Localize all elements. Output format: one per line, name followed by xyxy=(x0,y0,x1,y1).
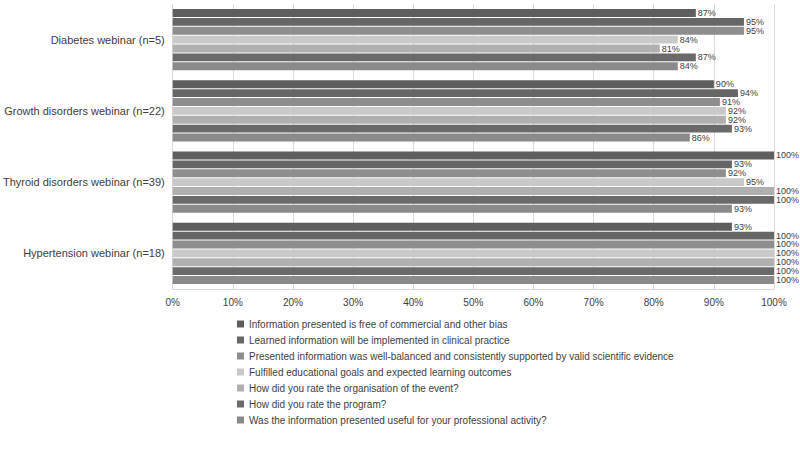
svg-text:100%: 100% xyxy=(776,239,799,250)
svg-text:How did you rate the organisat: How did you rate the organisation of the… xyxy=(249,383,459,394)
svg-text:Fulfilled educational goals an: Fulfilled educational goals and expected… xyxy=(249,367,511,378)
svg-text:87%: 87% xyxy=(698,8,716,18)
svg-text:100%: 100% xyxy=(761,297,787,308)
svg-text:100%: 100% xyxy=(776,150,799,160)
svg-text:95%: 95% xyxy=(746,177,764,187)
svg-text:86%: 86% xyxy=(692,133,710,143)
svg-text:100%: 100% xyxy=(776,266,799,277)
svg-text:Was the information presented: Was the information presented useful for… xyxy=(249,415,547,426)
svg-text:90%: 90% xyxy=(716,79,734,89)
svg-text:92%: 92% xyxy=(728,168,746,178)
svg-text:92%: 92% xyxy=(727,114,746,125)
svg-text:93%: 93% xyxy=(733,159,752,170)
svg-text:84%: 84% xyxy=(680,35,698,45)
svg-text:87%: 87% xyxy=(698,52,716,62)
svg-text:40%: 40% xyxy=(403,297,423,308)
svg-text:Diabetes webinar (n=5): Diabetes webinar (n=5) xyxy=(51,34,165,46)
svg-text:70%: 70% xyxy=(584,297,604,308)
svg-text:90%: 90% xyxy=(704,297,724,308)
svg-text:93%: 93% xyxy=(734,222,752,232)
svg-text:Thyroid disorders webinar (n=3: Thyroid disorders webinar (n=39) xyxy=(3,176,165,188)
svg-text:92%: 92% xyxy=(727,105,746,116)
svg-text:84%: 84% xyxy=(680,61,698,71)
svg-text:Growth disorders webinar (n=22: Growth disorders webinar (n=22) xyxy=(4,105,165,117)
svg-text:94%: 94% xyxy=(740,88,758,98)
svg-text:95%: 95% xyxy=(746,26,764,36)
svg-text:91%: 91% xyxy=(721,97,740,107)
svg-text:93%: 93% xyxy=(734,124,752,134)
svg-text:0%: 0% xyxy=(165,297,180,308)
svg-text:100%: 100% xyxy=(776,195,799,205)
svg-text:50%: 50% xyxy=(463,297,483,308)
svg-text:100%: 100% xyxy=(776,248,799,259)
svg-text:Hypertension webinar (n=18): Hypertension webinar (n=18) xyxy=(23,247,165,259)
svg-text:Presented information was well: Presented information was well-balanced … xyxy=(249,351,674,362)
svg-text:100%: 100% xyxy=(776,275,799,285)
svg-text:100%: 100% xyxy=(776,230,799,241)
svg-text:100%: 100% xyxy=(776,257,799,268)
svg-text:20%: 20% xyxy=(283,297,303,308)
svg-text:How did you rate the program?: How did you rate the program? xyxy=(249,399,387,410)
svg-text:93%: 93% xyxy=(734,204,752,214)
svg-text:30%: 30% xyxy=(343,297,363,308)
svg-text:Information presented is free: Information presented is free of commerc… xyxy=(249,319,507,330)
svg-text:80%: 80% xyxy=(644,297,664,308)
svg-text:60%: 60% xyxy=(523,297,543,308)
svg-text:95%: 95% xyxy=(745,16,764,27)
svg-text:Learned information will be im: Learned information will be implemented … xyxy=(249,335,510,346)
svg-text:81%: 81% xyxy=(662,44,680,54)
svg-text:100%: 100% xyxy=(776,186,799,196)
svg-text:10%: 10% xyxy=(223,297,243,308)
